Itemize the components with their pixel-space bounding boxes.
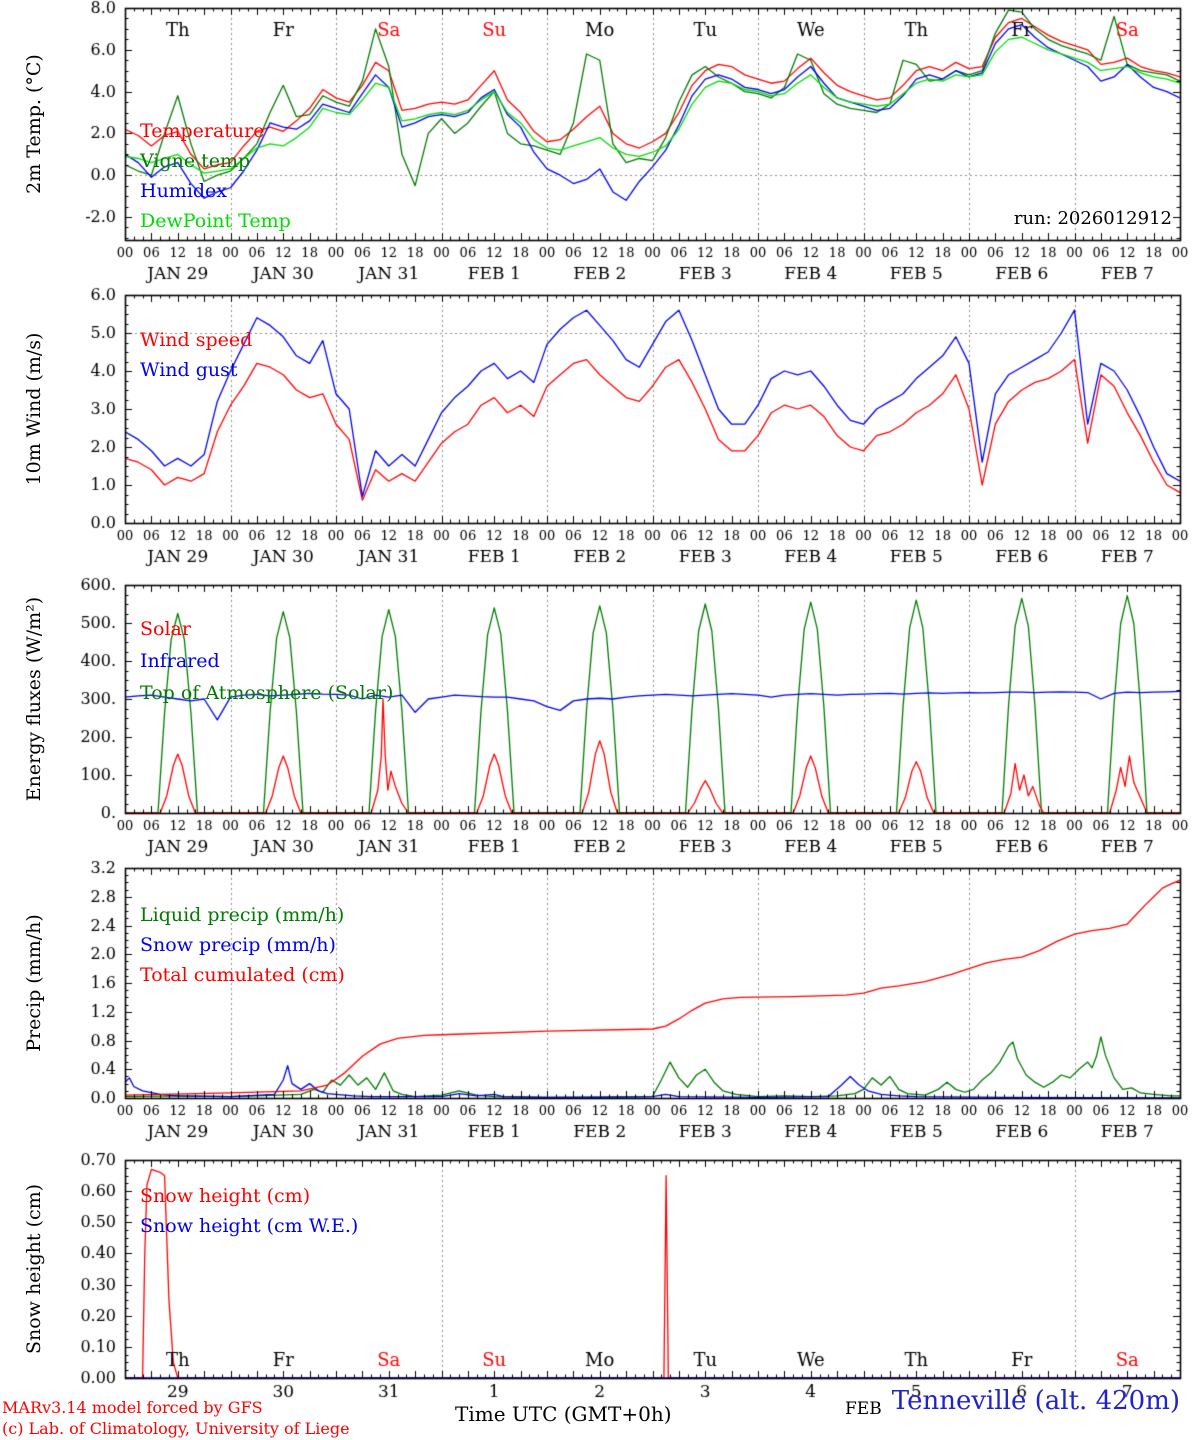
month-label: FEB	[845, 1399, 882, 1419]
legend-temperature-panel: Temperature Vigne temp Humidex DewPoint …	[140, 116, 291, 236]
ylabel-wind: 10m Wind (m/s)	[23, 332, 45, 486]
legend-liquid-precip: Liquid precip (mm/h)	[140, 904, 345, 926]
station-label: Tenneville (alt. 420m)	[891, 1386, 1180, 1416]
run-label: run: 2026012912	[1013, 208, 1172, 229]
legend-toa-solar: Top of Atmosphere (Solar)	[140, 682, 394, 704]
legend-snow-precip: Snow precip (mm/h)	[140, 934, 336, 956]
legend-precip-panel: Liquid precip (mm/h) Snow precip (mm/h) …	[140, 900, 345, 990]
legend-total-cumulated: Total cumulated (cm)	[140, 964, 345, 986]
lab-credit: (c) Lab. of Climatology, University of L…	[2, 1419, 350, 1438]
legend-energy-panel: Solar Infrared Top of Atmosphere (Solar)	[140, 613, 393, 709]
ylabel-energy: Energy fluxes (W/m²)	[23, 596, 45, 802]
legend-humidex: Humidex	[140, 180, 228, 202]
model-credit: MARv3.14 model forced by GFS	[2, 1398, 263, 1417]
ylabel-temperature: 2m Temp. (°C)	[23, 54, 45, 194]
legend-solar: Solar	[140, 618, 191, 640]
legend-dewpoint-temp: DewPoint Temp	[140, 210, 291, 232]
ylabel-precip: Precip (mm/h)	[23, 914, 45, 1052]
x-axis-title: Time UTC (GMT+0h)	[455, 1402, 672, 1426]
legend-wind-gust: Wind gust	[140, 359, 238, 381]
legend-temperature: Temperature	[140, 120, 265, 142]
legend-vigne-temp: Vigne temp	[140, 150, 251, 172]
ylabel-snow: Snow height (cm)	[23, 1183, 45, 1355]
legend-snow-height-we: Snow height (cm W.E.)	[140, 1215, 359, 1237]
legend-snow-panel: Snow height (cm) Snow height (cm W.E.)	[140, 1181, 358, 1241]
legend-wind-panel: Wind speed Wind gust	[140, 325, 252, 385]
legend-wind-speed: Wind speed	[140, 329, 253, 351]
legend-snow-height: Snow height (cm)	[140, 1185, 311, 1207]
legend-infrared: Infrared	[140, 650, 220, 672]
